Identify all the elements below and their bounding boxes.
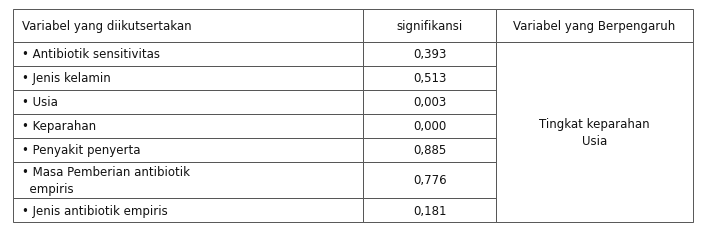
Bar [363,162,496,198]
Bar [363,138,496,162]
Text: Variabel yang diikutsertakan: Variabel yang diikutsertakan [22,20,191,33]
Text: 0,776: 0,776 [413,174,446,187]
Bar [496,10,693,42]
Bar [13,42,363,66]
Text: 0,181: 0,181 [413,204,446,217]
Bar [13,90,363,114]
Text: 0,885: 0,885 [413,144,446,157]
Text: • Antibiotik sensitivitas: • Antibiotik sensitivitas [22,48,160,61]
Text: Tingkat keparahan
Usia: Tingkat keparahan Usia [539,117,650,147]
Bar [363,90,496,114]
Bar [363,198,496,222]
Text: signifikansi: signifikansi [397,20,462,33]
Text: 0,513: 0,513 [413,72,446,85]
Bar [363,114,496,138]
Text: • Masa Pemberian antibiotik
  empiris: • Masa Pemberian antibiotik empiris [22,165,190,195]
Bar [13,66,363,90]
Text: • Usia: • Usia [22,96,58,109]
Bar [13,162,363,198]
Text: 0,000: 0,000 [413,120,446,133]
Bar [13,10,363,42]
Text: 0,393: 0,393 [413,48,446,61]
Text: 0,003: 0,003 [413,96,446,109]
Text: • Penyakit penyerta: • Penyakit penyerta [22,144,140,157]
Text: • Jenis kelamin: • Jenis kelamin [22,72,111,85]
Bar [363,10,496,42]
Text: • Keparahan: • Keparahan [22,120,96,133]
Bar [496,42,693,222]
Text: Variabel yang Berpengaruh: Variabel yang Berpengaruh [513,20,676,33]
Text: • Jenis antibiotik empiris: • Jenis antibiotik empiris [22,204,167,217]
Bar [13,198,363,222]
Bar [363,66,496,90]
Bar [13,114,363,138]
Bar [363,42,496,66]
Bar [13,138,363,162]
